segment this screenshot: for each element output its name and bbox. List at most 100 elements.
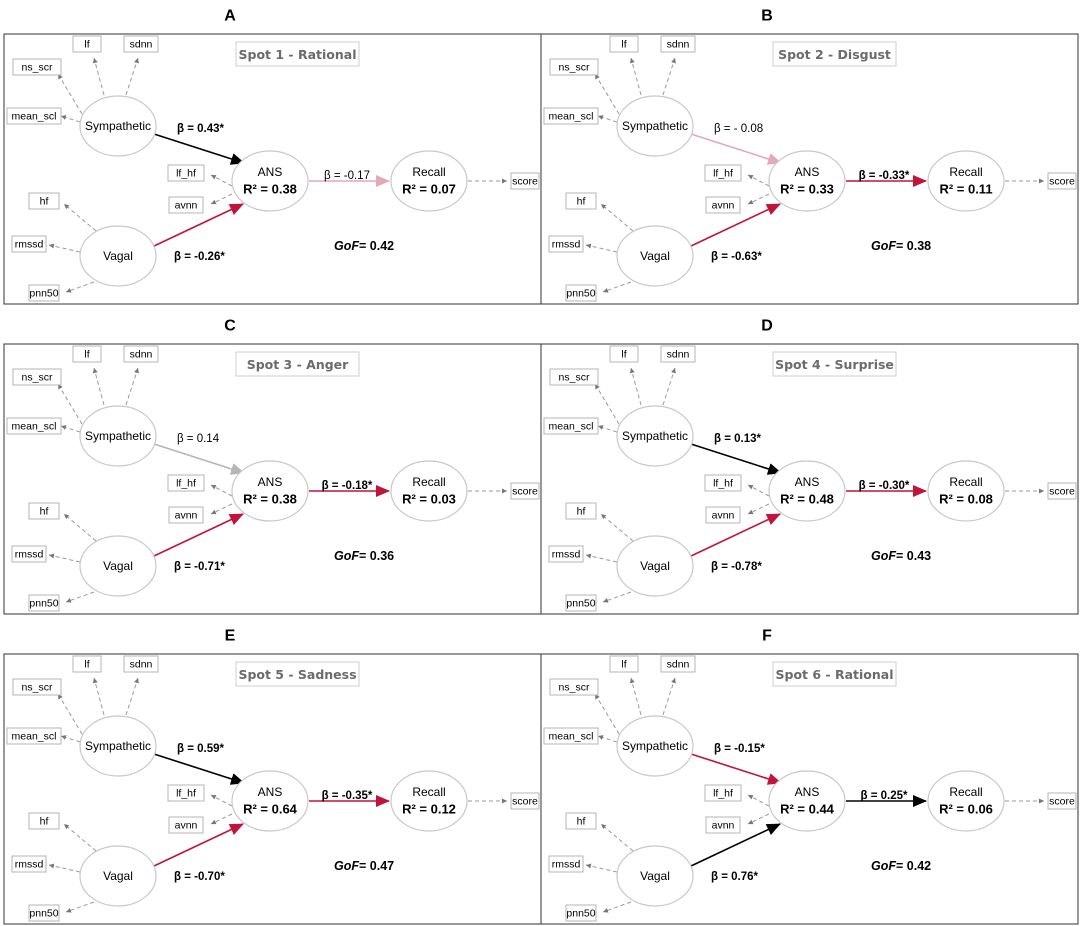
gof-prefix: GoF (334, 549, 359, 563)
latent-recall-label: Recall (412, 475, 445, 489)
arrow-mean-scl (597, 425, 618, 433)
beta-sym-ans: β = 0.13* (714, 433, 762, 445)
indicator-ns-scr-box (549, 368, 599, 386)
arrow-avnn (210, 813, 233, 825)
recall-r2: R² = 0.06 (939, 802, 993, 817)
panel-title-box (235, 351, 360, 377)
gof-prefix: GoF (871, 859, 896, 873)
indicator-hf-box (28, 812, 60, 830)
indicator-ns-scr-box (549, 58, 599, 76)
indicator-score-label: score (1049, 176, 1075, 188)
latent-sympathetic-label: Sympathetic (622, 429, 688, 443)
arrow-mean-scl (60, 425, 81, 433)
indicator-score-box (510, 172, 540, 190)
indicator-lf-label: lf (621, 659, 626, 671)
gof-prefix: GoF (334, 239, 359, 253)
latent-vagal (616, 535, 694, 597)
arrow-hf (63, 203, 97, 232)
latent-sympathetic (616, 405, 694, 467)
beta-ans-recall: β = 0.25* (861, 790, 909, 802)
arrow-avnn (210, 503, 233, 515)
path-sym-ans (153, 443, 245, 475)
indicator-avnn-label: avnn (712, 820, 735, 832)
arrow-sdnn (662, 57, 676, 96)
indicator-mean-scl-box (543, 727, 599, 745)
arrow-lf-hf (747, 484, 770, 497)
indicator-rmssd-box (11, 235, 47, 253)
latent-ans (768, 460, 846, 522)
path-sym-ans (690, 133, 782, 165)
indicator-lf-box (72, 35, 102, 53)
indicator-mean-scl-box (6, 727, 62, 745)
latent-ans-label: ANS (795, 165, 820, 179)
arrow-avnn (747, 813, 770, 825)
path-vag-ans (153, 823, 244, 867)
indicator-hf-label: hf (40, 816, 49, 828)
indicator-rmssd-box (11, 855, 47, 873)
arrow-ns-scr (594, 73, 620, 115)
arrow-hf (63, 823, 97, 852)
path-sym-ans (153, 753, 245, 785)
latent-vagal (79, 535, 157, 597)
beta-ans-recall: β = -0.33* (859, 170, 910, 182)
ans-r2: R² = 0.38 (243, 182, 297, 197)
latent-sympathetic (616, 715, 694, 777)
arrow-pnn50 (65, 591, 95, 603)
indicator-lf-hf-label: lf_hf (713, 168, 733, 180)
indicator-score-box (510, 792, 540, 810)
arrow-hf (63, 513, 97, 542)
panel-letter: D (761, 318, 773, 335)
panel-frame (540, 653, 1079, 925)
indicator-rmssd-label: rmssd (15, 239, 44, 251)
indicator-avnn-label: avnn (712, 200, 735, 212)
arrow-lf-hf (747, 174, 770, 187)
arrow-ns-scr (594, 383, 620, 425)
latent-recall (390, 150, 468, 212)
indicator-pnn50-box (28, 904, 60, 922)
panel-title: Spot 5 - Sadness (238, 667, 356, 682)
beta-ans-recall: β = -0.17 (324, 170, 370, 182)
panel-b: B Spot 2 - Disgust lf sdnn ns_scr mean_scl lf_… (540, 8, 1079, 305)
indicator-lf-label: lf (621, 39, 626, 51)
arrow-pnn50 (65, 901, 95, 913)
arrow-lf (629, 677, 642, 716)
arrow-rmssd (48, 863, 81, 873)
indicator-lf-hf-label: lf_hf (176, 478, 196, 490)
indicator-avnn-box (705, 816, 741, 834)
indicator-sdnn-box (660, 345, 696, 363)
latent-ans-label: ANS (258, 475, 283, 489)
latent-sympathetic-label: Sympathetic (85, 429, 151, 443)
latent-ans (231, 770, 309, 832)
indicator-rmssd-box (548, 235, 584, 253)
latent-vagal-label: Vagal (640, 249, 670, 263)
indicator-pnn50-box (28, 594, 60, 612)
arrow-avnn (210, 193, 233, 205)
indicator-pnn50-label: pnn50 (566, 908, 595, 920)
panel-f: F Spot 6 - Rational lf sdnn ns_scr mean_scllf… (540, 628, 1079, 925)
arrow-hf (600, 513, 634, 542)
indicator-ns-scr-box (12, 58, 62, 76)
indicator-hf-label: hf (577, 196, 586, 208)
latent-vagal (616, 225, 694, 287)
path-vag-ans (690, 823, 781, 867)
indicator-score-label: score (1049, 796, 1075, 808)
arrow-lf-hf (210, 794, 233, 807)
arrow-rmssd (48, 243, 81, 253)
arrow-sdnn (662, 677, 676, 716)
indicator-pnn50-box (28, 284, 60, 302)
arrow-ns-scr (57, 383, 83, 425)
indicator-lf-label: lf (84, 349, 89, 361)
arrow-avnn (747, 503, 770, 515)
panel-c: C Spot 3 - Anger lf sdnn ns_scr mean_scl lf_hf… (3, 318, 542, 615)
latent-vagal (616, 845, 694, 907)
beta-vag-ans: β = 0.76* (711, 871, 759, 883)
arrow-lf (629, 57, 642, 96)
arrow-lf (92, 677, 105, 716)
indicator-lf-label: lf (621, 349, 626, 361)
indicator-mean-scl-label: mean_scl (549, 421, 594, 433)
indicator-lf-hf-box (167, 474, 205, 492)
arrow-ns-scr (594, 693, 620, 735)
indicator-sdnn-box (123, 35, 159, 53)
indicator-hf-label: hf (40, 506, 49, 518)
recall-r2: R² = 0.11 (939, 182, 992, 197)
